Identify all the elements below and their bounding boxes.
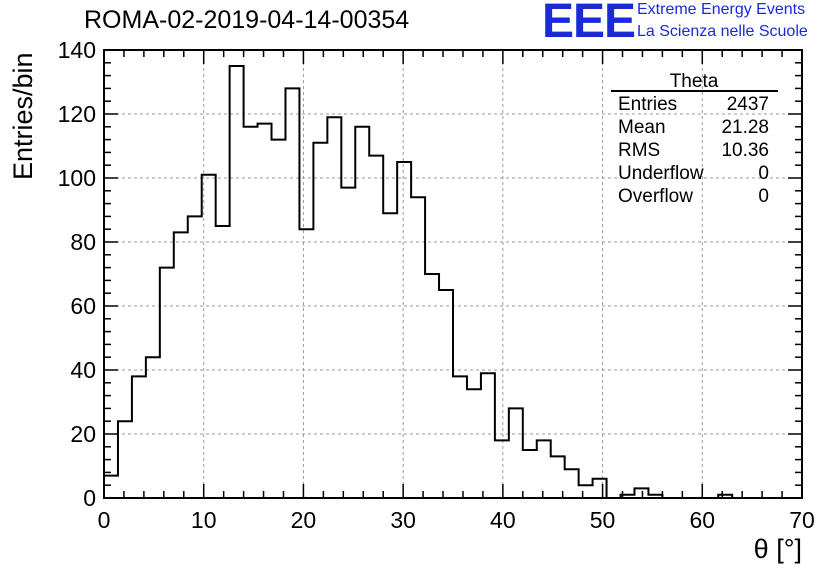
histogram-bin (244, 127, 258, 498)
axis-ticks (103, 49, 803, 499)
histogram-bin (495, 440, 509, 498)
stats-title: Theta (670, 71, 719, 92)
plot-border (103, 49, 803, 499)
x-axis-title: θ [°] (754, 534, 802, 564)
histogram-bin (216, 226, 230, 498)
histogram-bin (467, 389, 481, 498)
histogram-bin (523, 450, 537, 498)
y-tick-label: 100 (58, 165, 96, 191)
stats-value-rms: 10.36 (721, 140, 769, 161)
stats-label-rms: RMS (618, 140, 660, 161)
histogram-plot (103, 65, 802, 499)
histogram-bin (104, 476, 118, 498)
chart-title: ROMA-02-2019-04-14-00354 (84, 6, 410, 34)
histogram-bin (230, 66, 244, 498)
histogram-bin (118, 421, 132, 498)
stats-label-overflow: Overflow (618, 186, 693, 207)
histogram-bin (593, 479, 607, 498)
x-tick-label: 50 (590, 507, 616, 533)
histogram-bin (383, 213, 397, 498)
y-axis-title: Entries/bin (8, 52, 38, 180)
histogram-bin (425, 274, 439, 498)
histogram-bin (439, 290, 453, 498)
y-tick-label: 140 (58, 37, 96, 63)
y-tick-label: 60 (70, 293, 96, 319)
histogram-bin (565, 469, 579, 498)
logo-tagline-1: Extreme Energy Events (637, 1, 806, 18)
histogram-bin (509, 408, 523, 498)
histogram-bin (411, 197, 425, 498)
x-tick-label: 40 (490, 507, 516, 533)
histogram-bin (299, 229, 313, 498)
histogram-bin (397, 162, 411, 498)
stats-label-underflow: Underflow (618, 163, 704, 184)
y-tick-label: 20 (70, 421, 96, 447)
x-tick-label: 10 (191, 507, 217, 533)
histogram-bin (341, 188, 355, 498)
histogram-outline (103, 65, 802, 499)
y-tick-label: 80 (70, 229, 96, 255)
histogram-bin (188, 216, 202, 498)
histogram-bin (132, 376, 146, 498)
x-tick-label: 60 (689, 507, 715, 533)
histogram-bin (174, 232, 188, 498)
eee-logo: EEE (542, 0, 636, 48)
histogram-bin (327, 117, 341, 498)
histogram-bin (369, 156, 383, 498)
stats-label-entries: Entries (618, 94, 677, 115)
histogram-bin (355, 127, 369, 498)
tick-labels: 0 10 20 30 40 50 60 70 0 20 40 60 80 100 120 140 (58, 37, 815, 533)
x-tick-label: 20 (291, 507, 317, 533)
y-tick-label: 120 (58, 101, 96, 127)
stats-label-mean: Mean (618, 117, 666, 138)
y-tick-label: 40 (70, 357, 96, 383)
histogram-bin (272, 140, 286, 498)
y-tick-label: 0 (83, 485, 96, 511)
stats-value-underflow: 0 (758, 163, 769, 184)
stats-value-overflow: 0 (758, 186, 769, 207)
histogram-bin (453, 376, 467, 498)
stats-box: Theta Entries 2437 Mean 21.28 RMS 10.36 Underf… (611, 71, 778, 207)
logo-tagline-2: La Scienza nelle Scuole (637, 23, 808, 40)
histogram-bin (313, 143, 327, 498)
histogram-bin (634, 488, 648, 498)
x-tick-label: 30 (390, 507, 416, 533)
histogram-bin (481, 373, 495, 498)
histogram-bin (579, 485, 593, 498)
histogram-bin (146, 357, 160, 498)
plot-frame (103, 49, 803, 499)
histogram-bin (285, 88, 299, 498)
histogram-bin (258, 124, 272, 498)
stats-value-entries: 2437 (727, 94, 769, 115)
x-tick-label: 0 (98, 507, 111, 533)
histogram-bin (537, 440, 551, 498)
stats-value-mean: 21.28 (721, 117, 769, 138)
histogram-bin (160, 268, 174, 498)
x-tick-label: 70 (789, 507, 815, 533)
histogram-bin (202, 175, 216, 498)
